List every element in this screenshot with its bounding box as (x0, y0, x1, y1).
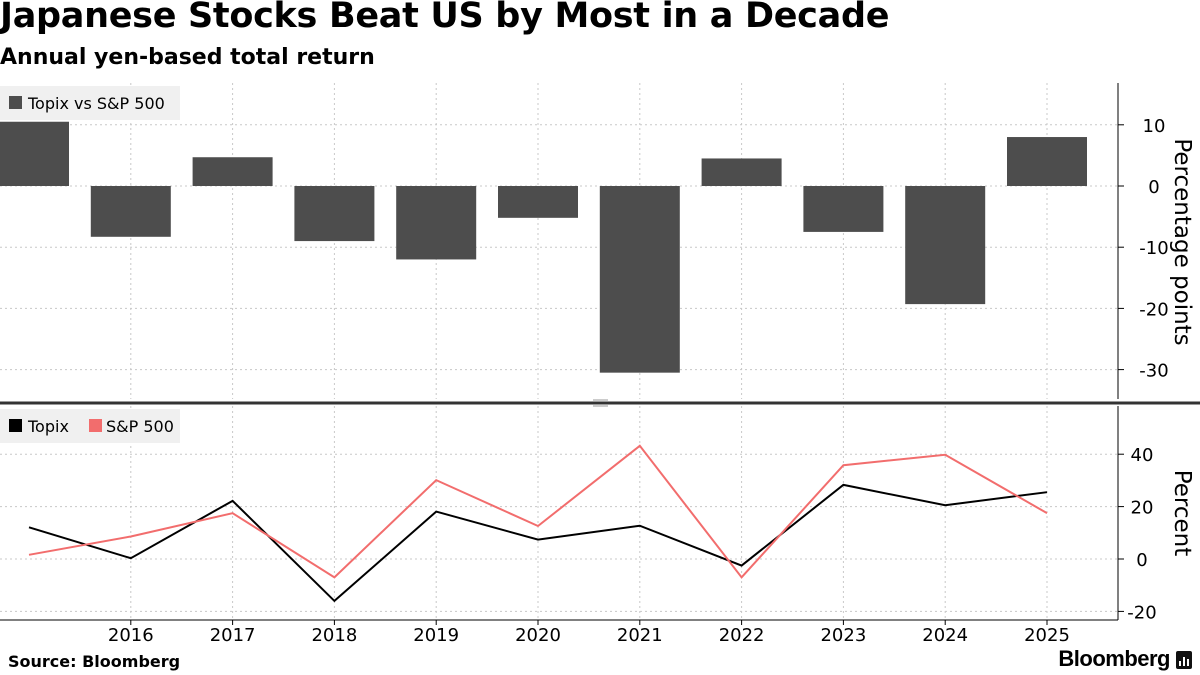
bar-2023 (803, 186, 884, 232)
top-y-tick-label: -30 (1139, 361, 1168, 382)
bar-2025 (1007, 137, 1087, 186)
legend-layer: Topix vs S&P 500 Topix S&P 500 (0, 86, 180, 443)
x-tick-label: 2019 (413, 625, 459, 646)
bottom-legend-label-topix: Topix (27, 417, 69, 436)
bottom-legend-swatch-sp500 (89, 419, 102, 432)
bottom-y-tick-label: -20 (1127, 602, 1156, 623)
line-series-s-p-500 (28, 444, 1048, 579)
bottom-legend-swatch-topix (9, 419, 22, 432)
chart-subtitle: Annual yen-based total return (0, 45, 375, 70)
top-y-tick-label: 10 (1143, 116, 1166, 137)
bar-2018 (294, 186, 375, 242)
x-tick-label: 2018 (311, 625, 357, 646)
bottom-y-axis-title: Percent (1169, 470, 1195, 557)
x-tick-label: 2016 (108, 625, 154, 646)
bottom-y-tick-label: 20 (1131, 498, 1154, 519)
x-tick-label: 2022 (719, 625, 765, 646)
x-tick-label: 2020 (515, 625, 561, 646)
top-legend-box (0, 86, 180, 120)
grid-layer (0, 83, 1118, 620)
x-tick-label: 2017 (210, 625, 256, 646)
bar-2017 (192, 157, 273, 186)
bar-2015 (0, 121, 69, 186)
x-tick-label: 2023 (820, 625, 866, 646)
source-note: Source: Bloomberg (8, 652, 181, 671)
bar-2022 (701, 158, 782, 186)
lines-layer (28, 444, 1048, 603)
bloomberg-logo-icon (1176, 651, 1192, 669)
chart-title: Japanese Stocks Beat US by Most in a Dec… (0, 0, 890, 36)
bar-2019 (396, 186, 477, 260)
x-tick-label: 2021 (617, 625, 663, 646)
top-legend-swatch (9, 96, 22, 109)
top-y-axis-title: Percentage points (1169, 138, 1195, 345)
bar-2020 (498, 186, 578, 218)
bottom-legend-label-sp500: S&P 500 (106, 417, 174, 436)
top-y-tick-label: 0 (1148, 177, 1159, 198)
top-legend-label: Topix vs S&P 500 (27, 94, 165, 113)
bottom-y-tick-label: 0 (1136, 550, 1147, 571)
top-y-tick-label: -20 (1139, 299, 1168, 320)
bottom-y-tick-label: 40 (1131, 445, 1154, 466)
x-tick-label: 2024 (922, 625, 968, 646)
bar-2024 (905, 186, 986, 305)
bars-layer (0, 121, 1087, 373)
bar-2021 (599, 186, 680, 373)
top-y-tick-label: -10 (1139, 238, 1168, 259)
x-tick-label: 2025 (1024, 625, 1070, 646)
bar-2016 (90, 186, 171, 237)
bloomberg-logo: Bloomberg (1058, 646, 1170, 671)
axes-layer: 10 0 -10 -20 -30 40 20 0 -20 2016 2017 2018 2019 2020… (0, 83, 1200, 646)
